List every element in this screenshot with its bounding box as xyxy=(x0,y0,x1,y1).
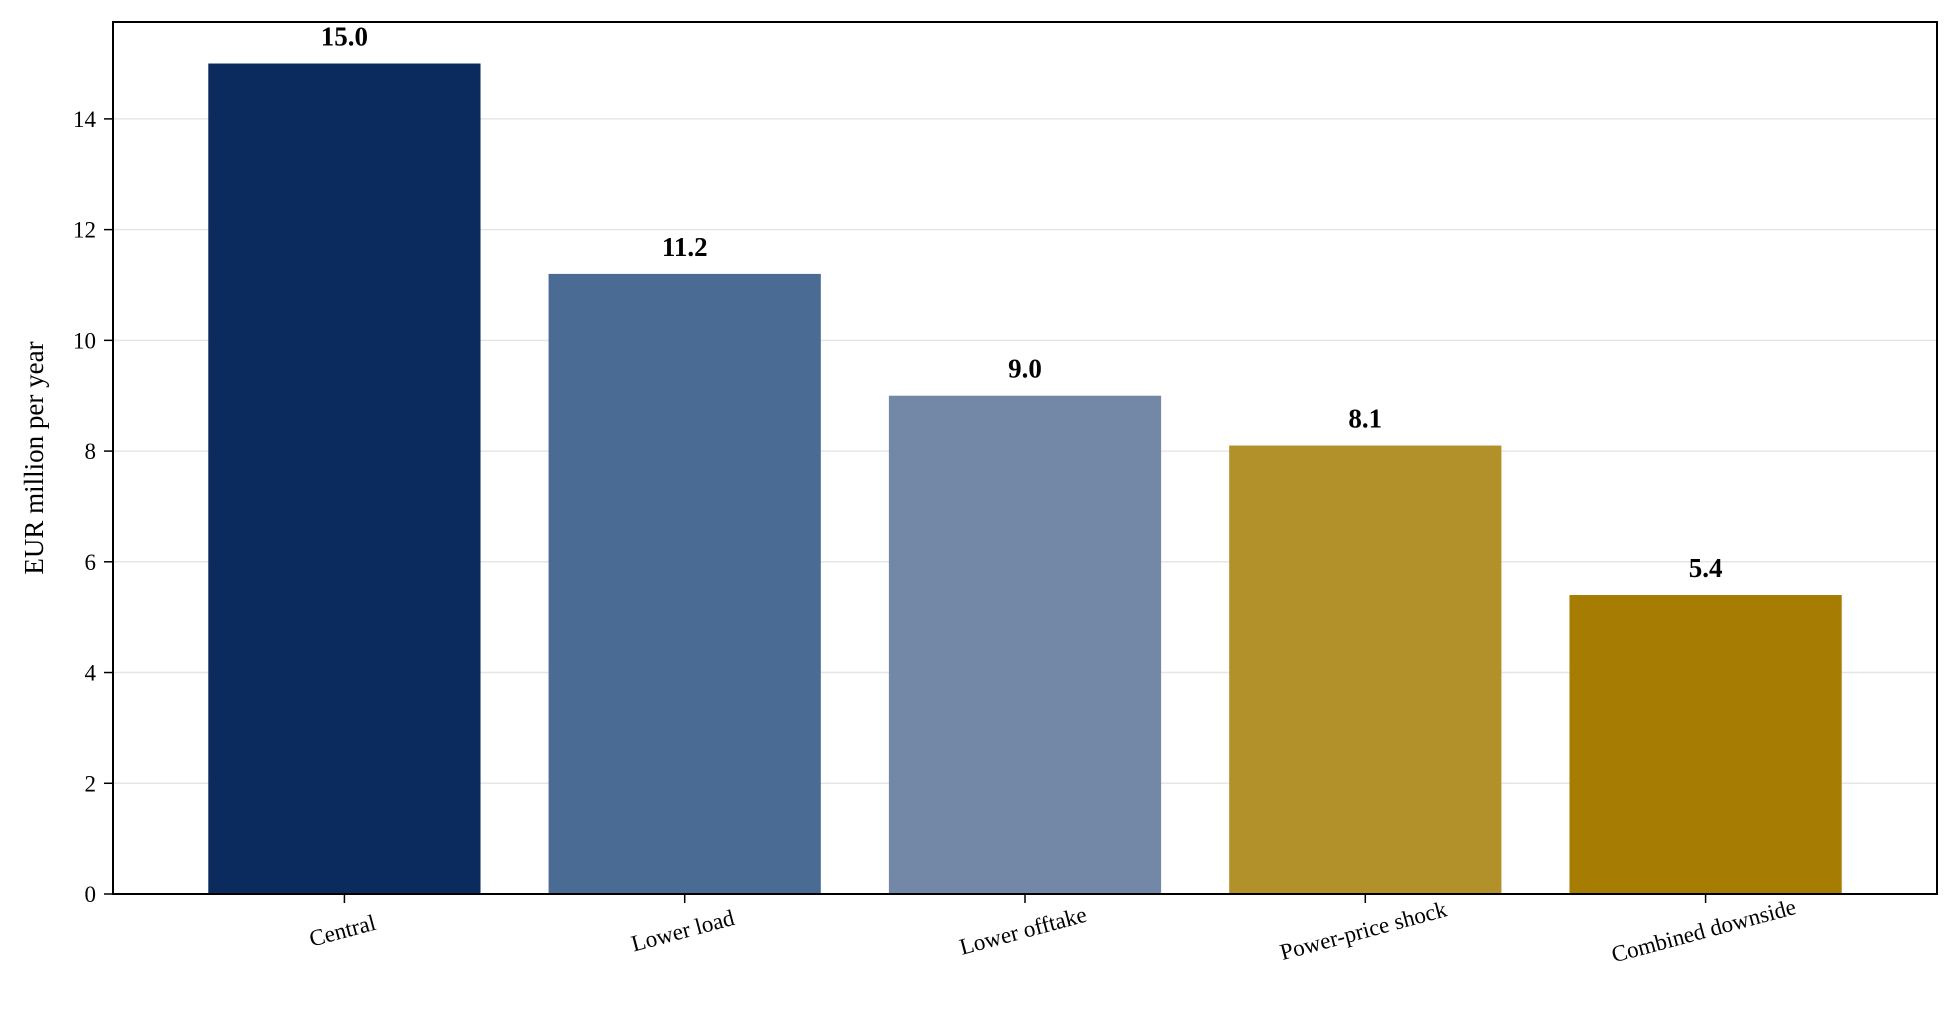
y-tick-label: 4 xyxy=(85,661,97,686)
bar-value-label: 11.2 xyxy=(662,232,708,262)
bar-lower-offtake xyxy=(888,395,1162,894)
x-tick-label: Central xyxy=(307,910,379,952)
x-tick-label: Lower offtake xyxy=(957,902,1090,960)
x-axis: Central Lower load Lower offtake Power-pric… xyxy=(307,894,1799,967)
y-tick-label: 6 xyxy=(85,550,97,575)
y-tick-label: 14 xyxy=(73,107,97,132)
bar-lower-load xyxy=(548,273,821,894)
bar-power-price-shock xyxy=(1229,445,1502,894)
x-tick-label: Lower load xyxy=(629,905,738,957)
y-tick-label: 10 xyxy=(73,328,96,353)
y-axis-title: EUR million per year xyxy=(19,341,49,574)
x-tick-label: Combined downside xyxy=(1609,894,1799,967)
bar-central xyxy=(208,63,481,895)
y-tick-label: 12 xyxy=(73,218,96,243)
bars xyxy=(208,63,1842,895)
bar-value-label: 9.0 xyxy=(1008,354,1042,384)
bar-value-label: 8.1 xyxy=(1348,404,1382,434)
bar-value-label: 5.4 xyxy=(1689,553,1723,583)
y-tick-label: 0 xyxy=(85,882,97,907)
bar-combined-downside xyxy=(1569,595,1842,894)
y-tick-label: 2 xyxy=(85,771,97,796)
y-axis: 0 2 4 6 8 10 12 14 xyxy=(73,107,113,907)
data-labels: 15.0 11.2 9.0 8.1 5.4 xyxy=(321,22,1723,584)
y-tick-label: 8 xyxy=(85,439,97,464)
bar-value-label: 15.0 xyxy=(321,22,368,52)
x-tick-label: Power-price shock xyxy=(1277,896,1449,965)
